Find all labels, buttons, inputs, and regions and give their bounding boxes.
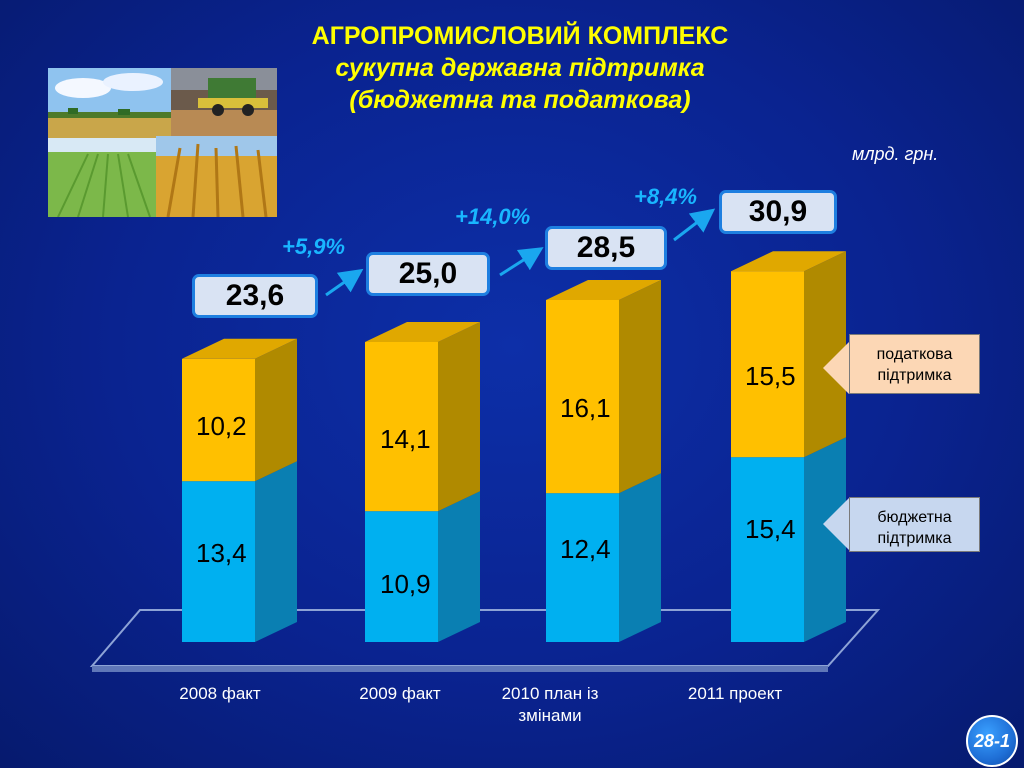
growth-label-2: +8,4% bbox=[634, 184, 697, 209]
legend-budget: бюджетна підтримка bbox=[849, 497, 980, 552]
bar-tax-value-2: 16,1 bbox=[560, 393, 611, 423]
chart-bars: 13,4 10,2 10,9 14,1 12,4 16,1 15,4 15,5 bbox=[182, 251, 846, 642]
legend-budget-pointer bbox=[823, 498, 849, 550]
chart-title: АГРОПРОМИСЛОВИЙ КОМПЛЕКС bbox=[311, 22, 729, 50]
bar-budget-value-1: 10,9 bbox=[380, 569, 431, 599]
bar-budget-side-0 bbox=[255, 461, 297, 642]
bar-budget-2 bbox=[546, 493, 619, 642]
chart-floor bbox=[89, 609, 881, 672]
total-value-0: 23,6 bbox=[192, 274, 318, 318]
agriculture-photo-collage bbox=[48, 68, 277, 217]
chart-floor-edge bbox=[92, 666, 828, 672]
total-value-3: 30,9 bbox=[719, 190, 837, 234]
bar-tax-side-2 bbox=[619, 280, 661, 494]
bar-tax-side-0 bbox=[255, 338, 297, 482]
bar-budget-0 bbox=[182, 481, 255, 642]
units-label: млрд. грн. bbox=[852, 144, 939, 164]
chart-subtitle: сукупна державна підтримка bbox=[335, 54, 705, 82]
category-label-2011: 2011 проект bbox=[687, 684, 783, 703]
growth-arrow-0 bbox=[325, 268, 364, 297]
bar-tax-0 bbox=[182, 358, 255, 482]
bar-tax-value-3: 15,5 bbox=[745, 361, 796, 391]
bar-tax-top-0 bbox=[182, 338, 297, 359]
total-value-2: 28,5 bbox=[545, 226, 667, 270]
bar-tax-2 bbox=[546, 300, 619, 494]
legend-tax-pointer bbox=[823, 342, 849, 394]
bar-tax-top-1 bbox=[365, 322, 480, 342]
bar-budget-value-0: 13,4 bbox=[196, 538, 247, 568]
bar-tax-value-0: 10,2 bbox=[196, 411, 247, 441]
bar-tax-side-1 bbox=[438, 322, 480, 512]
growth-arrows bbox=[325, 208, 716, 297]
bar-budget-3 bbox=[731, 457, 804, 642]
bar-budget-1 bbox=[365, 511, 438, 642]
growth-label-1: +14,0% bbox=[455, 204, 531, 229]
category-label-2009: 2009 факт bbox=[359, 684, 441, 703]
category-label-2010: 2010 план із змінами bbox=[501, 684, 599, 725]
growth-arrow-2 bbox=[673, 208, 716, 242]
bar-tax-3 bbox=[731, 271, 804, 458]
bar-budget-side-2 bbox=[619, 473, 661, 642]
bar-tax-top-3 bbox=[731, 251, 846, 272]
bar-budget-value-2: 12,4 bbox=[560, 534, 611, 564]
chart-title-block: АГРОПРОМИСЛОВИЙ КОМПЛЕКС сукупна державн… bbox=[200, 20, 840, 116]
bar-budget-value-3: 15,4 bbox=[745, 514, 796, 544]
legend-budget-label: бюджетна підтримка bbox=[877, 509, 952, 547]
bar-budget-side-1 bbox=[438, 491, 480, 642]
total-value-1: 25,0 bbox=[366, 252, 490, 296]
bar-tax-1 bbox=[365, 342, 438, 512]
bar-tax-value-1: 14,1 bbox=[380, 424, 431, 454]
legend-tax-label: податкова підтримка bbox=[876, 346, 953, 384]
chart-subtitle-2: (бюджетна та податкова) bbox=[349, 86, 691, 114]
category-label-2008: 2008 факт bbox=[179, 684, 261, 703]
page-number-badge: 28-1 bbox=[966, 715, 1018, 767]
growth-arrow-1 bbox=[499, 247, 544, 277]
bar-tax-top-2 bbox=[546, 280, 661, 300]
legend-tax: податкова підтримка bbox=[849, 334, 980, 394]
growth-label-0: +5,9% bbox=[282, 234, 345, 259]
